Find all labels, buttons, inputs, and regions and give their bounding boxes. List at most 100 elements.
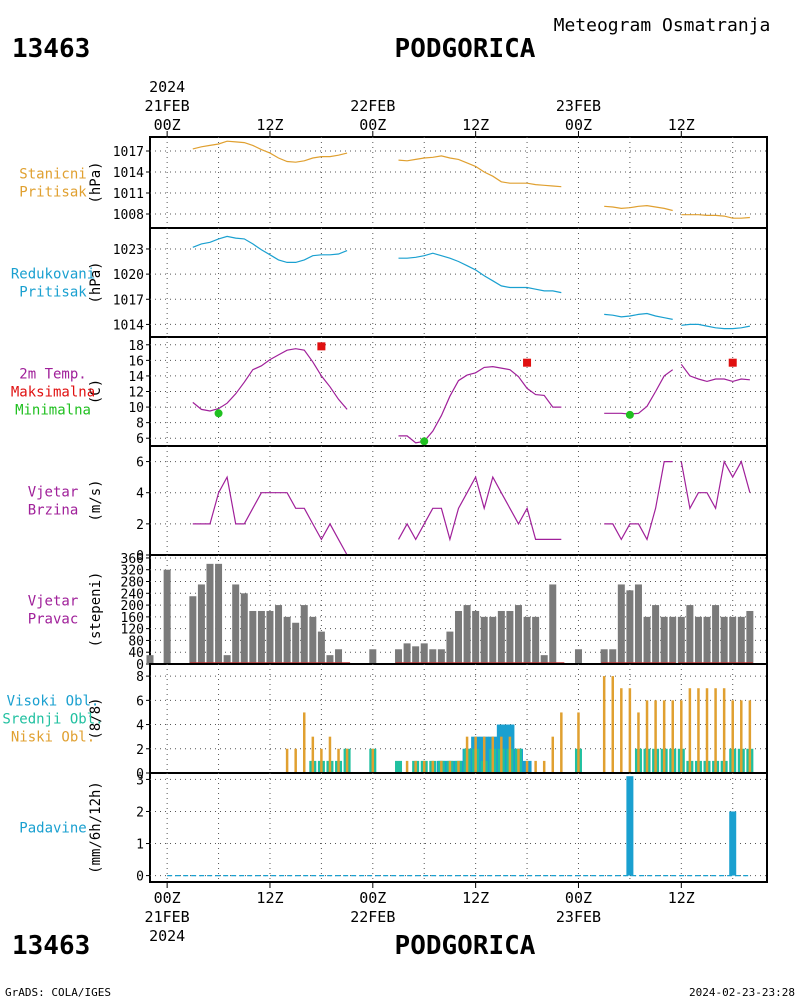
low-cloud-bar	[611, 676, 614, 773]
low-cloud-bar	[731, 700, 734, 773]
time-tick-label: 00Z	[565, 116, 592, 134]
series-line	[681, 323, 751, 330]
y-axis-label: (stepeni)	[88, 572, 104, 648]
panel-reduced-pressure: 1014 1017 1020 1023 (hPa)Redukovani Pritisak	[11, 227, 768, 338]
low-cloud-bar	[628, 688, 632, 773]
low-cloud-bar	[465, 736, 469, 773]
min-temp-marker	[625, 410, 634, 419]
y-tick-label: 2	[136, 518, 144, 533]
low-cloud-bar	[285, 748, 289, 773]
bar	[146, 655, 154, 664]
low-cloud-bar	[474, 736, 477, 773]
y-tick-label: 1023	[113, 243, 144, 258]
y-tick-label: 0	[136, 870, 144, 885]
y-tick-label: 10	[128, 401, 144, 416]
low-cloud-bar	[748, 700, 752, 773]
bar	[609, 649, 617, 664]
time-tick-label: 00Z	[565, 889, 592, 907]
panel-frame	[149, 445, 768, 556]
date-label: 23FEB	[556, 908, 601, 926]
y-axis-label: (8/8)	[88, 697, 104, 739]
station-id-top: 13463	[12, 34, 90, 64]
low-cloud-bar	[534, 760, 537, 773]
low-cloud-bar	[697, 688, 700, 773]
bar	[206, 563, 214, 664]
y-tick-label: 1017	[113, 293, 144, 308]
bar	[437, 649, 445, 664]
mid-cloud-bar	[395, 760, 403, 773]
bar	[634, 584, 642, 664]
bar	[540, 655, 548, 664]
bar	[335, 649, 343, 664]
bar	[652, 605, 660, 664]
y-tick-label: 16	[128, 354, 144, 369]
low-cloud-bar	[371, 748, 375, 773]
low-cloud-bar	[688, 688, 692, 773]
date-label: 23FEB	[556, 97, 601, 115]
series-line	[398, 252, 562, 294]
y-axis-label: (hPa)	[88, 261, 104, 303]
y-tick-label: 6	[136, 432, 144, 447]
panel-precipitation: 0 1 2 3 (mm/6h/12h)Padavine	[19, 772, 768, 885]
low-cloud-bar	[645, 700, 649, 773]
bar	[326, 655, 334, 664]
y-tick-label: 18	[128, 339, 144, 354]
y-tick-label: 360	[121, 552, 144, 567]
panels: 1008101110141017(hPa)StanicniPritisak101…	[2, 136, 768, 885]
low-cloud-bar	[637, 712, 640, 773]
max-temp-marker	[728, 358, 737, 367]
low-cloud-bar	[705, 688, 709, 773]
low-cloud-bar	[482, 736, 486, 773]
low-cloud-bar	[457, 760, 460, 773]
low-cloud-bar	[722, 688, 726, 773]
station-name-top: PODGORICA	[395, 34, 536, 64]
y-tick-label: 1011	[113, 187, 144, 202]
generation-timestamp: 2024-02-23-23:28	[689, 986, 795, 999]
series-line	[192, 140, 348, 163]
y-tick-label: 8	[136, 670, 144, 685]
bar	[283, 616, 291, 664]
y-tick-label: 0	[136, 549, 144, 564]
y-axis-label: (mm/6h/12h)	[88, 781, 104, 874]
low-cloud-bar	[740, 700, 743, 773]
time-tick-label: 12Z	[668, 889, 695, 907]
low-cloud-bar	[431, 760, 435, 773]
panel-wind-speed: 0 2 4 6 (m/s) Vjetar Brzina	[28, 445, 768, 564]
bar	[480, 616, 488, 664]
bar	[300, 605, 308, 664]
low-cloud-bar	[714, 688, 717, 773]
bar	[446, 631, 454, 664]
y-tick-label: 1020	[113, 268, 144, 283]
bar	[455, 610, 462, 664]
low-cloud-bar	[448, 760, 452, 773]
bar	[472, 610, 480, 664]
time-tick-label: 12Z	[668, 116, 695, 134]
series-line	[681, 214, 750, 219]
low-cloud-bar	[320, 748, 323, 773]
min-temp-marker	[214, 409, 223, 418]
bar	[163, 569, 171, 664]
y-tick-label: 2	[136, 805, 144, 820]
bar	[669, 616, 677, 664]
y-tick-label: 40	[128, 646, 144, 661]
y-tick-label: 240	[121, 587, 144, 602]
series-line	[398, 155, 562, 188]
y-tick-label: 80	[128, 634, 144, 649]
panel-label: Padavine	[19, 821, 86, 837]
low-cloud-bar	[517, 748, 520, 773]
y-tick-label: 4	[136, 487, 144, 502]
panel-label: Stanicni	[19, 167, 86, 183]
low-cloud-bar	[542, 760, 546, 773]
panel-label: Pritisak	[19, 185, 87, 201]
y-tick-label: 3	[136, 773, 144, 788]
low-cloud-bar	[560, 712, 563, 773]
series-line	[680, 459, 751, 511]
bar	[317, 631, 325, 664]
low-cloud-bar	[491, 736, 495, 773]
series-line	[604, 461, 673, 541]
bar	[506, 610, 514, 664]
